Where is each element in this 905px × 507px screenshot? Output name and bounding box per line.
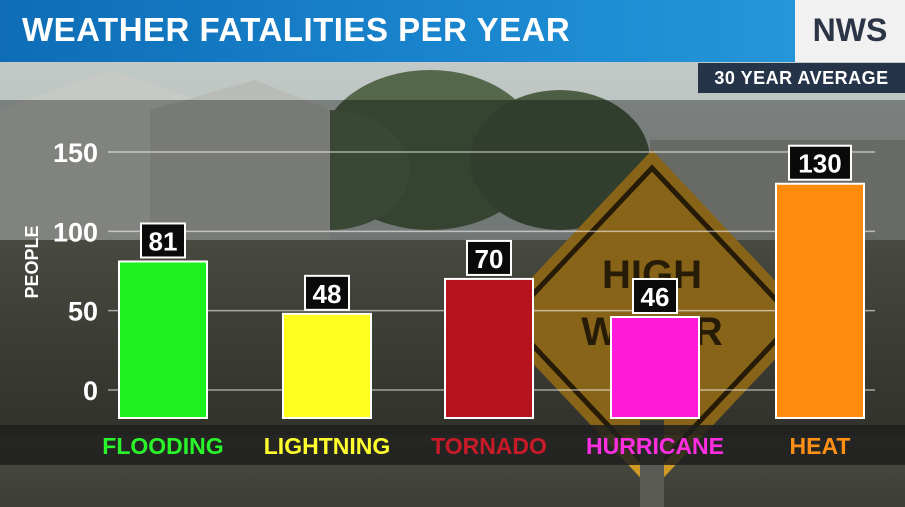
category-strip (0, 425, 905, 465)
chart-subtitle: 30 YEAR AVERAGE (714, 68, 889, 88)
source-label: NWS (812, 12, 888, 48)
value-label-box (304, 274, 350, 311)
data-label: 48 (313, 279, 342, 309)
subtitle-badge: 30 YEAR AVERAGE (698, 63, 905, 93)
data-label: 70 (475, 244, 504, 274)
value-label-box (140, 222, 186, 259)
bar (610, 316, 700, 419)
y-tick-label: 0 (83, 376, 98, 406)
y-tick-label: 150 (53, 138, 98, 168)
category-label: TORNADO (431, 433, 547, 459)
category-label: HEAT (790, 433, 851, 459)
value-label-box (632, 278, 678, 315)
value-label-box (466, 239, 512, 276)
bar (775, 182, 865, 419)
value-label-box (788, 144, 852, 181)
data-label: 81 (149, 226, 178, 256)
source-badge: NWS (795, 0, 905, 62)
category-label: HURRICANE (586, 433, 724, 459)
category-label: LIGHTNING (264, 433, 391, 459)
bar (444, 277, 534, 419)
header-bar: WEATHER FATALITIES PER YEAR (0, 0, 795, 62)
y-axis-label: PEOPLE (22, 225, 42, 298)
data-label: 130 (798, 149, 841, 179)
bar (118, 260, 208, 420)
category-label: FLOODING (102, 433, 223, 459)
bar (282, 312, 372, 419)
y-tick-label: 100 (53, 217, 98, 247)
y-tick-label: 50 (68, 297, 98, 327)
data-label: 46 (641, 282, 670, 312)
chart-title: WEATHER FATALITIES PER YEAR (22, 11, 571, 48)
